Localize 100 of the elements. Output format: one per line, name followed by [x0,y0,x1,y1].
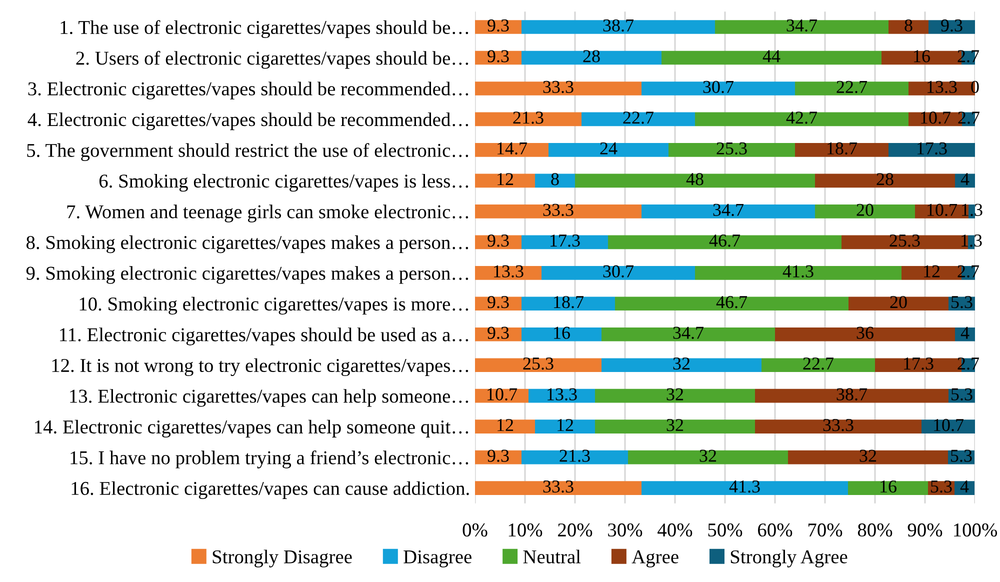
data-label: 30.7 [703,80,734,94]
bar [475,143,548,157]
data-label: 41.3 [729,480,760,493]
data-label: 36 [856,326,874,339]
bar [762,358,875,372]
data-label: 9.3 [488,19,509,32]
data-label: 38.7 [836,388,868,400]
y-tick-label: 13. Electronic cigarettes/vapes can help someone… [70,389,468,407]
data-label: 46.7 [716,296,748,308]
bar [475,266,542,280]
bar [522,235,608,250]
bar [755,388,948,403]
data-label: 38.7 [603,19,634,32]
data-label: 20 [856,204,874,216]
bar [475,204,642,218]
y-tick-label: 14. Electronic cigarettes/vapes can help someone quit… [35,420,468,438]
bar [475,82,642,96]
x-tick-label: 80% [858,523,892,537]
y-tick-label: 1. The use of electronic cigarettes/vapes should be… [60,20,468,38]
bar [795,143,888,157]
data-label: 32 [666,418,684,432]
data-label: 16 [880,480,896,493]
data-label: 9.3 [488,326,509,339]
data-label: 42.7 [786,112,818,124]
bar [528,388,595,403]
y-tick-label: 8. Smoking electronic cigarettes/vapes makes a person… [26,235,468,254]
data-label: 22.7 [623,112,654,124]
bar [848,481,928,495]
bar [888,20,928,34]
data-label: 9.3 [488,234,509,247]
data-label: 22.7 [803,358,834,370]
data-label: 1.3 [962,234,982,247]
y-tick-label: 10. Smoking electronic cigarettes/vapes is more… [80,296,468,315]
y-tick-label: 9. Smoking electronic cigarettes/vapes makes a person… [26,266,468,284]
bar [522,50,662,65]
data-label: 10.7 [488,388,518,400]
data-label: 14.7 [498,142,528,155]
bar [542,266,695,280]
bar [595,388,755,403]
data-label: 13.3 [928,80,957,94]
bar [928,20,975,34]
legend-label: Agree [632,550,678,568]
bar [662,50,882,65]
bar [582,112,695,126]
data-label: 12 [558,418,574,431]
data-label: 44 [762,50,780,62]
bar [535,420,595,434]
y-tick-label: 2. Users of electronic cigarettes/vapes should be… [76,50,468,69]
data-label: 48 [686,173,704,186]
bar [815,204,915,218]
x-tick-label: 60% [758,523,792,537]
bar [535,174,575,188]
data-label: 33.3 [823,418,854,432]
y-tick-label: 6. Smoking electronic cigarettes/vapes is less… [99,174,468,192]
bar [775,327,955,342]
y-tick-label: 7. Women and teenage girls can smoke electronic… [67,204,468,222]
data-label: 25.3 [716,142,747,155]
legend-label: Neutral [523,550,581,564]
bar [575,174,815,188]
bar [475,481,642,495]
bar [522,327,602,342]
bar [548,143,668,157]
data-label: 32 [700,450,716,462]
data-label: 13.3 [548,388,577,400]
legend-label: Strongly Agree [730,550,848,568]
data-label: 16 [914,50,930,62]
data-label: 5.3 [952,388,972,400]
y-tick-label: 3. Electronic cigarettes/vapes should be recommended… [28,82,468,100]
data-label: 12 [498,418,514,431]
data-label: 30.7 [603,265,634,278]
data-label: 28 [876,173,894,186]
x-tick-label: 0% [462,523,488,537]
data-label: 18.7 [828,142,858,155]
bar [888,143,975,157]
bar [788,450,948,464]
bar [848,296,948,311]
x-tick-label: 20% [558,523,592,537]
data-label: 13.3 [494,265,524,278]
data-label: 0 [971,80,979,93]
data-label: 5.3 [931,480,952,493]
data-label: 41.3 [782,265,814,278]
bar [522,20,715,34]
data-label: 34.7 [673,326,704,339]
data-label: 8 [904,19,912,32]
data-label: 32 [860,450,876,462]
legend-label: Disagree [404,550,472,568]
data-label: 5.3 [952,296,972,308]
bar [642,481,848,495]
data-label: 8 [551,173,559,186]
bar [522,450,628,464]
bar [695,266,902,280]
data-label: 33.3 [543,480,574,493]
bar [608,235,842,250]
x-tick-label: 70% [808,523,842,537]
bar [602,358,762,372]
data-label: 32 [673,358,690,370]
bar [475,327,522,342]
data-label: 17.3 [904,358,934,370]
data-label: 9.3 [941,19,962,32]
data-label: 33.3 [543,80,574,94]
